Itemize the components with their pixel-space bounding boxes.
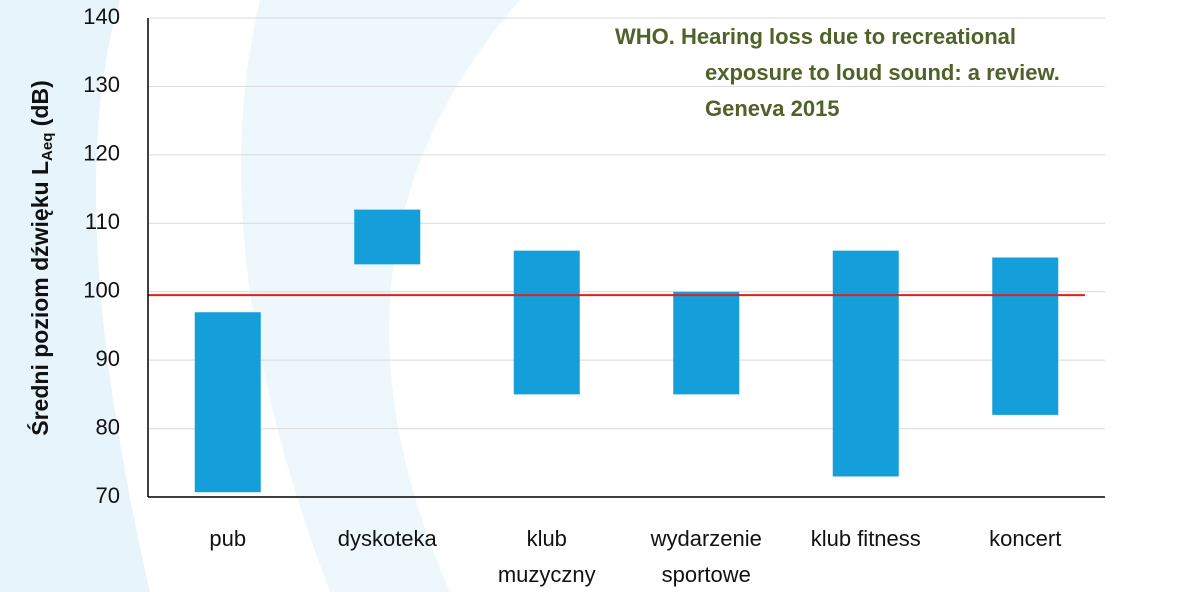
x-tick-label: dyskoteka bbox=[338, 526, 438, 551]
y-tick-label: 70 bbox=[96, 483, 120, 508]
y-tick-label: 130 bbox=[83, 72, 120, 97]
x-tick-label: pub bbox=[209, 526, 246, 551]
y-tick-label: 80 bbox=[96, 414, 120, 439]
y-tick-label: 90 bbox=[96, 346, 120, 371]
bar bbox=[194, 312, 261, 493]
annotation: exposure to loud sound: a review. bbox=[705, 60, 1060, 85]
y-tick-label: 110 bbox=[85, 209, 120, 234]
x-tick-label: klub fitness bbox=[811, 526, 921, 551]
x-tick-label: koncert bbox=[989, 526, 1061, 551]
y-axis-label: Średni poziom dźwięku LAeq (dB) bbox=[26, 80, 56, 435]
y-axis-label-end: (dB) bbox=[27, 80, 53, 132]
x-tick-label: wydarzenie bbox=[650, 526, 762, 551]
annotation: Geneva 2015 bbox=[705, 96, 840, 121]
bar bbox=[513, 250, 580, 395]
y-tick-label: 100 bbox=[83, 278, 120, 303]
y-axis-label-main: Średni poziom dźwięku L bbox=[26, 161, 53, 436]
y-tick-label: 140 bbox=[83, 4, 120, 29]
x-tick-label: muzyczny bbox=[498, 562, 596, 587]
bar bbox=[992, 257, 1059, 415]
y-tick-label: 120 bbox=[83, 141, 120, 166]
bar bbox=[354, 209, 421, 265]
x-tick-label: sportowe bbox=[662, 562, 751, 587]
annotation: WHO. Hearing loss due to recreational bbox=[615, 24, 1016, 49]
bar bbox=[673, 291, 740, 395]
x-tick-label: klub bbox=[527, 526, 567, 551]
y-axis-label-sub: Aeq bbox=[39, 133, 56, 161]
bar bbox=[832, 250, 899, 477]
